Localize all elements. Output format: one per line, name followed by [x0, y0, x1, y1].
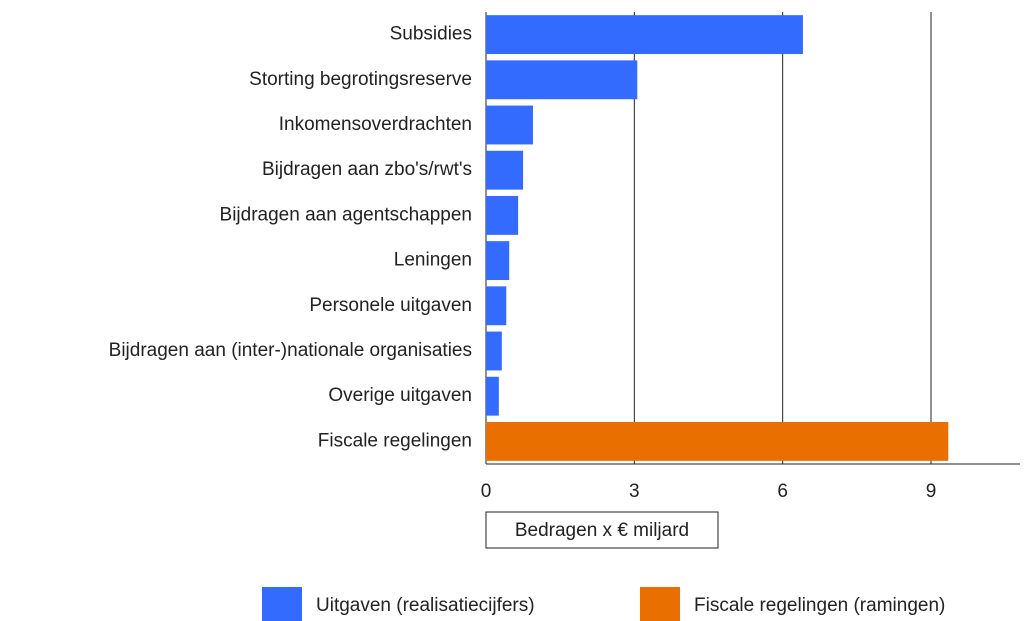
- bar: [486, 241, 510, 281]
- legend-swatch: [262, 587, 302, 621]
- x-label-box: [485, 511, 719, 549]
- bar: [486, 331, 502, 371]
- y-tick-label: Fiscale regelingen: [318, 430, 472, 451]
- y-tick-label: Inkomensoverdrachten: [279, 114, 472, 135]
- y-tick-label: Bijdragen aan agentschappen: [220, 204, 472, 225]
- legend-label: Fiscale regelingen (ramingen): [694, 595, 945, 616]
- y-tick-label: Storting begrotingsreserve: [249, 69, 472, 90]
- y-tick-label: Leningen: [394, 250, 472, 271]
- bar: [486, 105, 533, 145]
- x-axis-label: Bedragen x € miljard: [515, 520, 689, 541]
- bar: [486, 15, 803, 55]
- x-tick-label: 0: [481, 481, 492, 502]
- x-tick-label: 9: [926, 481, 937, 502]
- bar: [486, 421, 949, 461]
- bar: [486, 195, 519, 235]
- y-tick-label: Bijdragen aan zbo's/rwt's: [262, 159, 472, 180]
- bar: [486, 376, 499, 416]
- bar: [486, 150, 524, 190]
- legend-swatch: [640, 587, 680, 621]
- y-tick-label: Subsidies: [390, 24, 472, 45]
- bar: [486, 286, 507, 326]
- legend-label: Uitgaven (realisatiecijfers): [316, 595, 535, 616]
- x-tick-label: 3: [629, 481, 640, 502]
- y-tick-label: Overige uitgaven: [328, 385, 472, 406]
- x-tick-label: 6: [777, 481, 788, 502]
- bar: [486, 60, 638, 100]
- y-tick-label: Personele uitgaven: [309, 295, 472, 316]
- y-tick-label: Bijdragen aan (inter-)nationale organisa…: [109, 340, 472, 361]
